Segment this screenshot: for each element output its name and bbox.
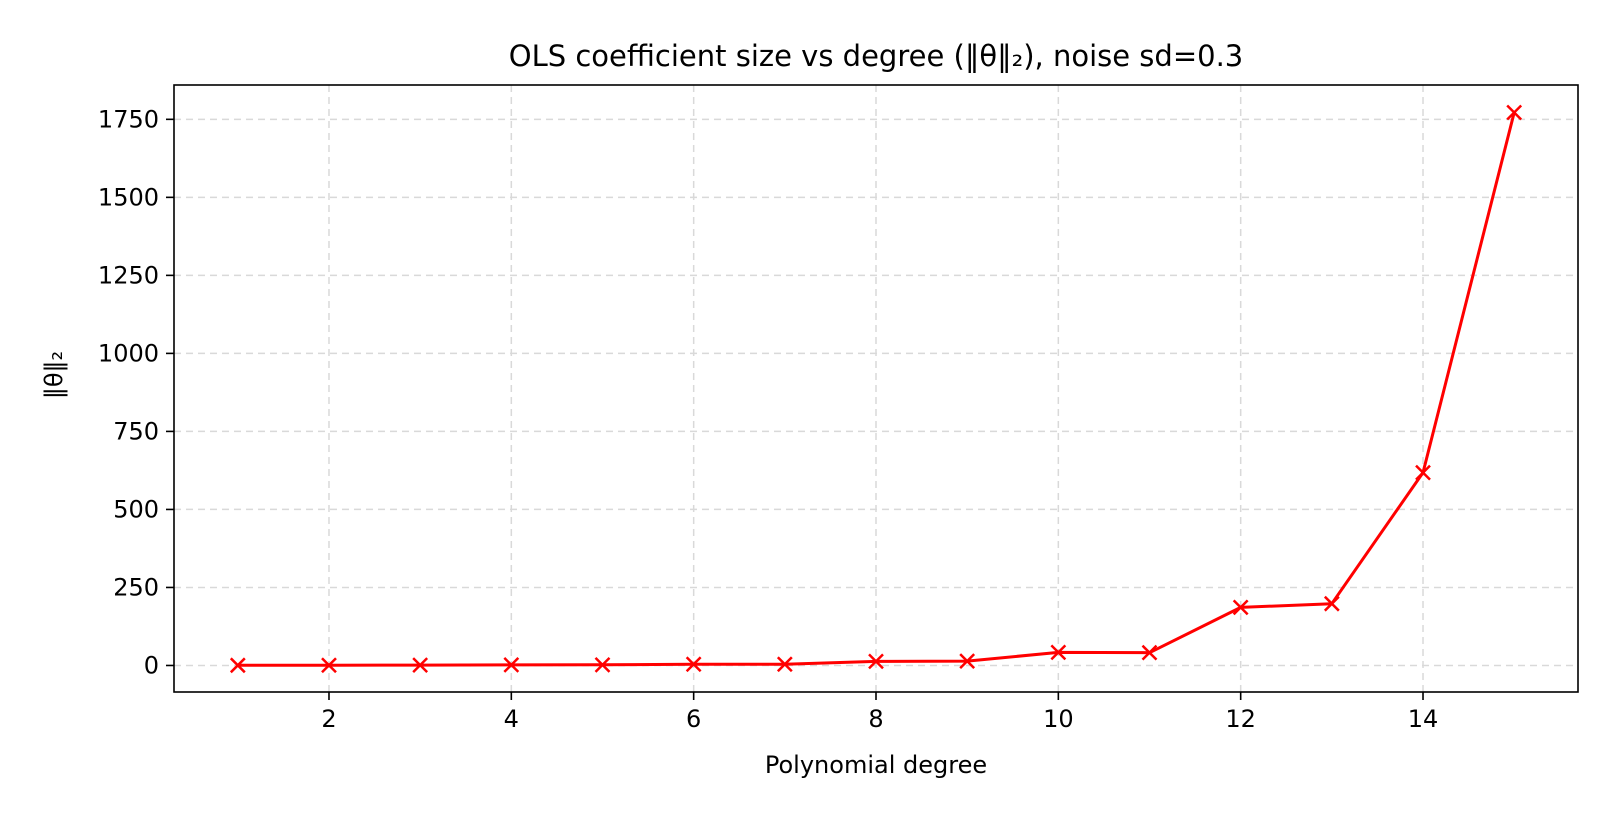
data-point-stroke	[1415, 464, 1431, 481]
y-tick-label: 1000	[98, 339, 159, 367]
data-point	[1323, 595, 1340, 612]
x-tick-label: 14	[1408, 705, 1439, 733]
y-tick-label: 500	[113, 495, 159, 523]
data-point	[321, 657, 337, 674]
data-point-stroke	[685, 656, 702, 673]
y-tick-label: 1750	[98, 105, 159, 133]
y-tick-label: 750	[113, 417, 159, 445]
x-tick-label: 4	[504, 705, 519, 733]
data-point	[1141, 644, 1158, 661]
data-point-stroke	[1323, 595, 1340, 612]
data-point	[959, 653, 976, 669]
x-tick-label: 6	[686, 705, 701, 733]
y-tick-label: 250	[113, 573, 159, 601]
series-layer	[229, 104, 1523, 674]
data-point	[1415, 464, 1431, 481]
data-point-stroke	[776, 656, 793, 673]
y-axis: 0 250 500 750 1000 1250 1500 1750	[98, 105, 174, 679]
data-point	[229, 657, 246, 674]
data-point-stroke	[229, 657, 246, 674]
data-point	[412, 657, 429, 673]
data-point-stroke	[868, 653, 884, 670]
data-point-stroke	[1050, 644, 1067, 661]
data-point-stroke	[412, 657, 429, 673]
y-tick-label: 1250	[98, 261, 159, 289]
chart-title: OLS coefficient size vs degree (‖θ‖₂), n…	[509, 39, 1244, 73]
y-tick-label: 0	[144, 651, 159, 679]
data-point-stroke	[594, 656, 611, 673]
data-point	[1050, 644, 1067, 661]
data-point-stroke	[503, 657, 520, 673]
data-point-stroke	[1506, 104, 1523, 121]
data-point	[503, 657, 520, 673]
data-point	[594, 656, 611, 673]
data-point-stroke	[959, 653, 976, 669]
x-axis: 2 4 6 8 10 12 14	[321, 692, 1438, 733]
data-point	[868, 653, 884, 670]
x-tick-label: 8	[868, 705, 883, 733]
data-point	[776, 656, 793, 673]
y-axis-label: ‖θ‖₂	[40, 351, 68, 399]
data-point	[1506, 104, 1523, 121]
y-tick-label: 1500	[98, 183, 159, 211]
data-point-stroke	[1232, 599, 1249, 616]
data-point-stroke	[1141, 644, 1158, 661]
x-tick-label: 12	[1225, 705, 1256, 733]
data-point	[1232, 599, 1249, 616]
x-tick-label: 2	[321, 705, 336, 733]
x-tick-label: 10	[1043, 705, 1074, 733]
data-point-stroke	[321, 657, 337, 674]
x-axis-label: Polynomial degree	[765, 751, 987, 779]
data-point	[685, 656, 702, 673]
grid	[174, 85, 1578, 692]
